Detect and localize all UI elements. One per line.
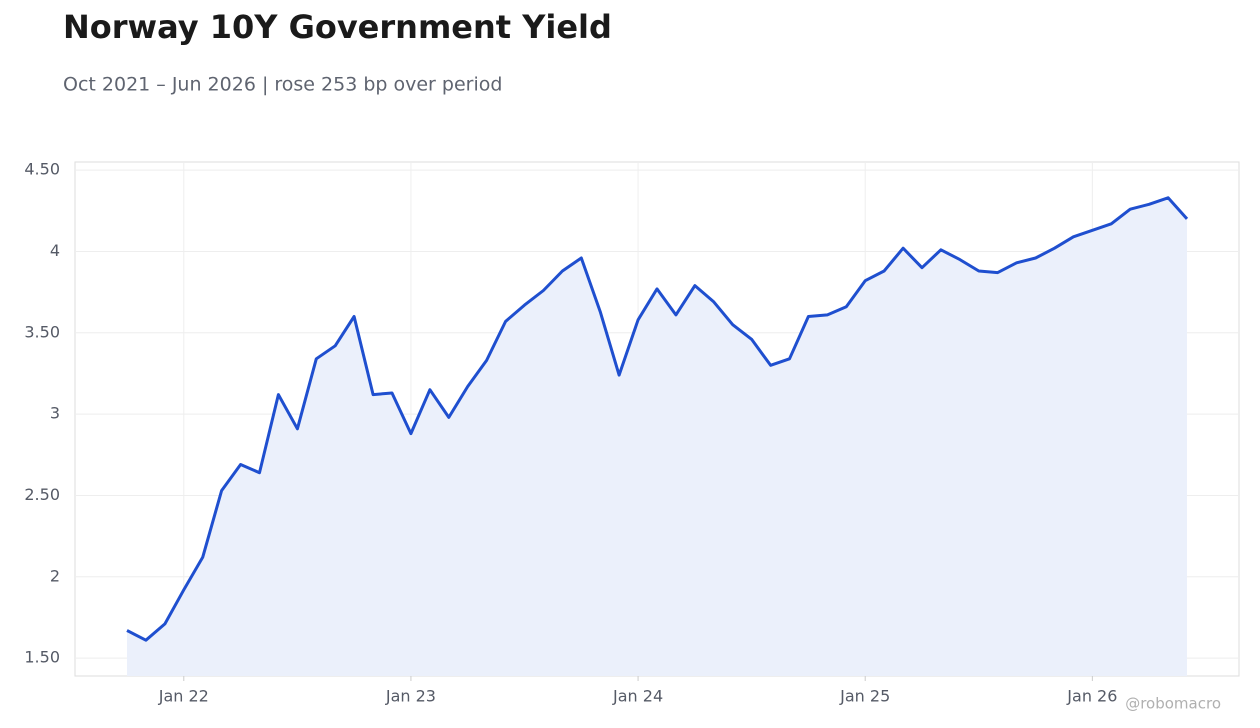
y-tick-label: 1.50 (24, 648, 60, 667)
y-tick-label: 4 (50, 241, 60, 260)
chart-title: Norway 10Y Government Yield (63, 8, 612, 46)
y-tick-label: 2.50 (24, 485, 60, 504)
area (127, 197, 1187, 677)
x-tick-label: Jan 22 (158, 687, 209, 706)
chart-subtitle: Oct 2021 – Jun 2026 | rose 253 bp over p… (63, 74, 502, 96)
x-tick-label: Jan 24 (612, 687, 663, 706)
y-tick-label: 4.50 (24, 160, 60, 179)
line (126, 196, 1189, 642)
y-tick-label: 3.50 (24, 322, 60, 341)
watermark: @robomacro (1125, 695, 1221, 713)
y-tick-label: 2 (50, 566, 60, 585)
x-tick-label: Jan 26 (1066, 687, 1117, 706)
y-tick-label: 3 (50, 404, 60, 423)
x-tick-label: Jan 23 (385, 687, 436, 706)
x-tick-label: Jan 25 (839, 687, 890, 706)
